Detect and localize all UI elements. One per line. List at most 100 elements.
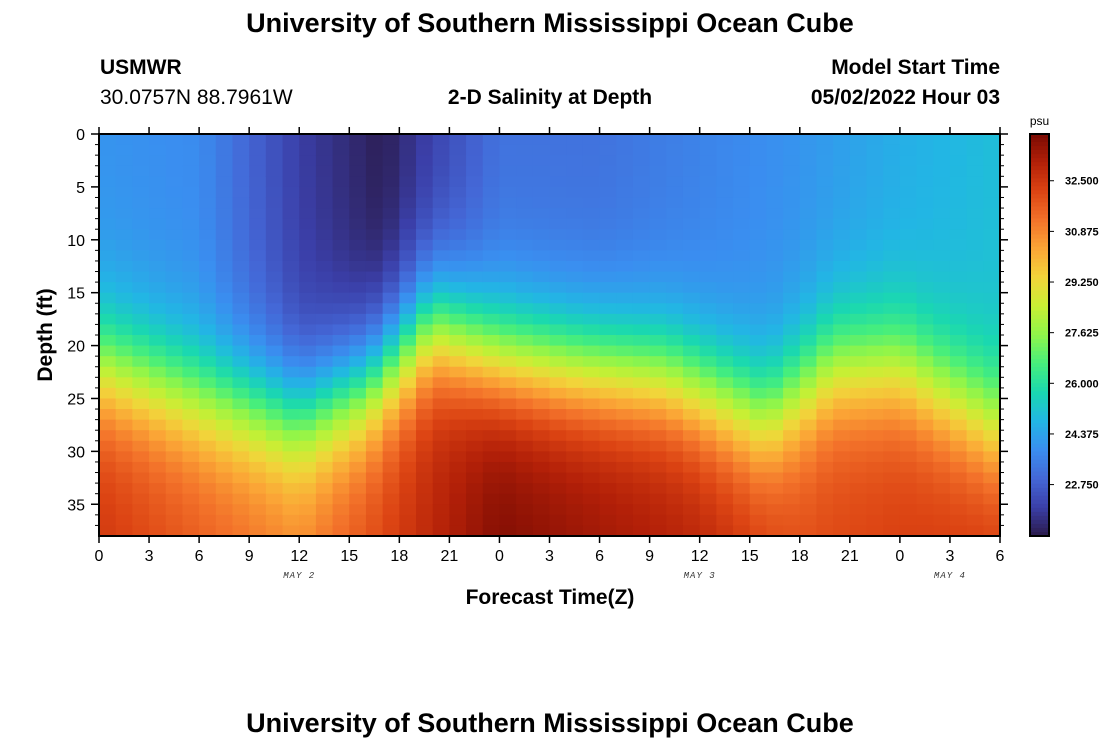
heatmap-cell xyxy=(783,144,801,156)
heatmap-cell xyxy=(315,419,334,431)
heatmap-cell xyxy=(866,186,884,199)
heatmap-cell xyxy=(99,387,117,400)
heatmap-cell xyxy=(382,377,400,389)
heatmap-cell xyxy=(783,303,801,315)
heatmap-cell xyxy=(783,176,801,188)
heatmap-cell xyxy=(215,313,234,326)
station-name: USMWR xyxy=(100,56,182,79)
heatmap-cell xyxy=(966,472,984,484)
heatmap-cell xyxy=(299,250,317,262)
heatmap-cell xyxy=(265,514,284,527)
heatmap-cell xyxy=(249,186,267,199)
heatmap-cell xyxy=(315,525,334,537)
heatmap-cell xyxy=(332,440,350,452)
heatmap-cell xyxy=(783,229,801,241)
heatmap-cell xyxy=(816,186,834,199)
heatmap-cell xyxy=(733,250,751,262)
heatmap-cell xyxy=(365,483,384,495)
heatmap-cell xyxy=(666,440,684,452)
colorbar-segment xyxy=(1030,511,1049,517)
heatmap-cell xyxy=(866,387,884,400)
heatmap-cell xyxy=(582,451,601,463)
heatmap-cell xyxy=(582,377,601,389)
heatmap-cell xyxy=(115,356,133,368)
heatmap-cell xyxy=(532,282,551,294)
heatmap-cell xyxy=(365,197,384,209)
heatmap-cell xyxy=(466,165,484,177)
heatmap-cell xyxy=(182,451,200,463)
heatmap-cell xyxy=(149,134,167,146)
heatmap-cell xyxy=(783,356,801,368)
heatmap-cell xyxy=(899,430,918,442)
heatmap-cell xyxy=(883,377,901,389)
heatmap-cell xyxy=(949,303,968,315)
heatmap-cell xyxy=(599,440,617,452)
heatmap-cell xyxy=(516,366,534,378)
heatmap-cell xyxy=(566,419,584,431)
heatmap-cell xyxy=(199,324,217,336)
heatmap-cell xyxy=(416,282,434,294)
heatmap-cell xyxy=(899,144,918,156)
x-tick-label: 12 xyxy=(691,548,709,565)
heatmap-cell xyxy=(816,345,834,357)
heatmap-cell xyxy=(549,419,567,431)
heatmap-cell xyxy=(315,176,334,188)
heatmap-cell xyxy=(933,282,951,294)
heatmap-cell xyxy=(849,461,868,474)
heatmap-cell xyxy=(482,292,501,304)
heatmap-cell xyxy=(382,398,400,410)
heatmap-cell xyxy=(265,292,284,304)
heatmap-cell xyxy=(249,324,267,336)
heatmap-cell xyxy=(99,155,117,167)
heatmap-cell xyxy=(449,134,467,146)
heatmap-cell xyxy=(282,356,300,368)
heatmap-cell xyxy=(749,398,768,410)
heatmap-cell xyxy=(916,387,934,400)
heatmap-cell xyxy=(649,271,667,283)
heatmap-cell xyxy=(849,134,868,146)
heatmap-cell xyxy=(249,440,267,452)
heatmap-cell xyxy=(582,514,601,527)
heatmap-cell xyxy=(282,208,300,220)
heatmap-cell xyxy=(899,525,918,537)
heatmap-cell xyxy=(365,398,384,410)
heatmap-cell xyxy=(549,144,567,156)
heatmap-cell xyxy=(682,525,701,537)
colorbar-segment xyxy=(1030,459,1049,465)
heatmap-cell xyxy=(833,440,851,452)
heatmap-cell xyxy=(916,229,934,241)
heatmap-cell xyxy=(733,451,751,463)
heatmap-cell xyxy=(833,229,851,241)
y-tick-label: 30 xyxy=(67,444,85,461)
heatmap-cell xyxy=(833,313,851,326)
heatmap-cell xyxy=(849,186,868,199)
heatmap-cell xyxy=(466,303,484,315)
heatmap-cell xyxy=(883,451,901,463)
heatmap-cell xyxy=(933,377,951,389)
heatmap-cell xyxy=(799,514,818,527)
heatmap-cell xyxy=(165,155,184,167)
date-label: MAY 2 xyxy=(283,571,315,581)
heatmap-cell xyxy=(282,165,300,177)
heatmap-cell xyxy=(182,409,200,421)
heatmap-cell xyxy=(866,461,884,474)
heatmap-cell xyxy=(749,335,768,347)
heatmap-cell xyxy=(382,409,400,421)
heatmap-cell xyxy=(949,377,968,389)
heatmap-cell xyxy=(165,260,184,273)
heatmap-cell xyxy=(983,324,1001,336)
heatmap-cell xyxy=(716,292,734,304)
heatmap-cell xyxy=(749,377,768,389)
heatmap-cell xyxy=(99,218,117,230)
heatmap-cell xyxy=(149,155,167,167)
heatmap-cell xyxy=(282,377,300,389)
heatmap-cell xyxy=(682,250,701,262)
heatmap-cell xyxy=(299,271,317,283)
heatmap-cell xyxy=(582,313,601,326)
station-coordinates: 30.0757N 88.7961W xyxy=(100,86,293,109)
heatmap-cell xyxy=(315,461,334,474)
heatmap-cell xyxy=(332,461,350,474)
heatmap-cell xyxy=(349,345,367,357)
x-tick-label: 15 xyxy=(340,548,358,565)
heatmap-cell xyxy=(265,186,284,199)
